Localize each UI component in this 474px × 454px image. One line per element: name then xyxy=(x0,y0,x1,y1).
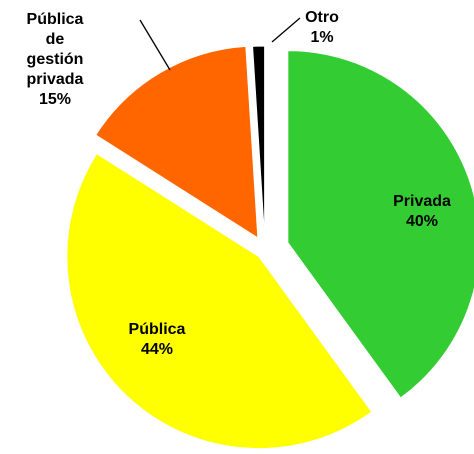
slice-name: Pública de gestión privada xyxy=(26,11,84,88)
slice-value: 1% xyxy=(310,29,334,46)
slice-value: 40% xyxy=(405,213,439,230)
leader-line xyxy=(139,19,171,71)
slice-value: 15% xyxy=(38,91,72,108)
pie-slice xyxy=(66,152,373,449)
slice-name: Privada xyxy=(393,193,451,210)
slice-name: Otro xyxy=(305,9,339,26)
slice-label: Otro 1% xyxy=(297,8,347,48)
leader-line xyxy=(271,17,301,43)
slice-value: 44% xyxy=(140,341,174,358)
pie-slice xyxy=(95,45,259,239)
slice-label: Privada 40% xyxy=(377,192,467,232)
pie-slice xyxy=(252,45,266,239)
slice-label: Pública 44% xyxy=(112,320,202,360)
slice-label: Pública de gestión privada 15% xyxy=(19,10,91,110)
pie-slice xyxy=(287,50,474,399)
slice-name: Pública xyxy=(128,321,186,338)
